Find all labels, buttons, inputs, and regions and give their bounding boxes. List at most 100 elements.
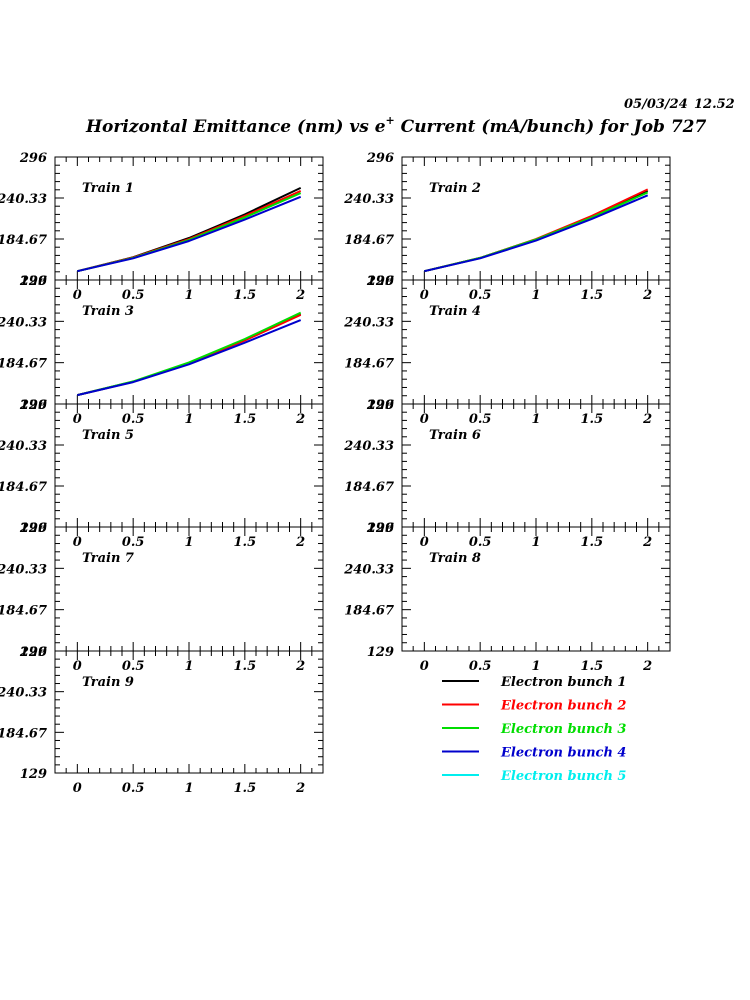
chart-title-superscript: + <box>386 114 395 127</box>
x-tick-label: 1.5 <box>581 412 604 427</box>
x-tick-label: 1 <box>184 288 193 303</box>
panel-label-train-1: Train 1 <box>82 181 134 196</box>
panel-frame <box>54 156 324 281</box>
y-tick-label: 184.67 <box>344 604 394 619</box>
y-tick-label: 240.33 <box>343 439 394 454</box>
y-tick-label: 184.67 <box>344 480 394 495</box>
x-tick-label: 1.5 <box>234 288 257 303</box>
panel-label-train-3: Train 3 <box>82 304 134 319</box>
x-tick-label: 1.5 <box>581 535 604 550</box>
panel-train-1: 129 184.67 240.33 296 0 0.5 1 1.5 2 Train 1 <box>0 151 324 303</box>
x-tick-label: 0 <box>73 659 82 674</box>
time-label: 12.52 <box>694 97 735 112</box>
x-tick-label: 1.5 <box>581 288 604 303</box>
y-tick-label: 129 <box>20 521 47 536</box>
x-tick-label: 2 <box>295 288 305 303</box>
panel-label-train-9: Train 9 <box>82 675 134 690</box>
series-line-train-2-electron-bunch-1 <box>424 189 649 273</box>
y-tick-label: 184.67 <box>0 233 47 248</box>
panel-train-4: 129 184.67 240.33 296 0 0.5 1 1.5 2 Train 4 <box>343 274 671 427</box>
legend-label-electron-bunch-4: Electron bunch 4 <box>500 746 626 761</box>
y-tick-label: 240.33 <box>0 686 47 701</box>
x-tick-label: 0.5 <box>122 288 145 303</box>
y-tick-label: 240.33 <box>343 315 394 330</box>
x-tick-label: 0.5 <box>122 535 145 550</box>
y-tick-label: 129 <box>367 645 394 660</box>
panel-train-3: 129 184.67 240.33 296 0 0.5 1 1.5 2 Train 3 <box>0 274 324 427</box>
legend-label-electron-bunch-3: Electron bunch 3 <box>500 722 626 737</box>
x-tick-label: 1.5 <box>581 659 604 674</box>
y-tick-label: 240.33 <box>0 439 47 454</box>
series-line-train-3-electron-bunch-1 <box>77 313 302 397</box>
x-tick-label: 1 <box>531 535 540 550</box>
series-line-train-2-electron-bunch-2 <box>424 188 649 273</box>
x-tick-label: 2 <box>295 659 305 674</box>
x-tick-label: 1.5 <box>234 781 257 796</box>
panels-group: 129 184.67 240.33 296 0 0.5 1 1.5 2 Train 1 129 184… <box>0 151 671 796</box>
y-tick-label: 184.67 <box>344 357 394 372</box>
x-tick-label: 0.5 <box>122 781 145 796</box>
y-tick-label: 129 <box>20 767 47 782</box>
x-tick-label: 0 <box>420 535 429 550</box>
x-tick-label: 1 <box>184 412 193 427</box>
x-tick-label: 1 <box>184 659 193 674</box>
x-tick-label: 2 <box>295 535 305 550</box>
legend-label-electron-bunch-2: Electron bunch 2 <box>500 699 626 714</box>
panel-train-7: 129 184.67 240.33 296 0 0.5 1 1.5 2 Train 7 <box>0 521 324 674</box>
x-tick-label: 0.5 <box>469 412 492 427</box>
chart-title-main: Horizontal Emittance (nm) vs e <box>85 117 386 137</box>
panel-train-5: 129 184.67 240.33 296 0 0.5 1 1.5 2 Train 5 <box>0 398 324 550</box>
y-tick-label: 129 <box>20 274 47 289</box>
y-tick-label: 296 <box>366 151 394 166</box>
x-tick-label: 0 <box>73 781 82 796</box>
panel-frame <box>401 156 671 281</box>
y-tick-label: 184.67 <box>0 357 47 372</box>
x-tick-label: 1.5 <box>234 412 257 427</box>
x-tick-label: 1 <box>184 535 193 550</box>
x-tick-label: 0.5 <box>469 288 492 303</box>
x-tick-label: 0 <box>420 659 429 674</box>
y-tick-label: 129 <box>367 398 394 413</box>
panel-label-train-2: Train 2 <box>429 181 481 196</box>
x-tick-label: 2 <box>295 412 305 427</box>
y-tick-label: 129 <box>367 274 394 289</box>
y-tick-label: 129 <box>20 398 47 413</box>
y-tick-label: 296 <box>366 521 394 536</box>
x-tick-label: 0.5 <box>122 659 145 674</box>
x-tick-label: 0 <box>73 535 82 550</box>
series-line-train-1-electron-bunch-4 <box>77 195 302 273</box>
x-tick-label: 0.5 <box>469 535 492 550</box>
x-tick-label: 0 <box>420 288 429 303</box>
x-tick-label: 1.5 <box>234 535 257 550</box>
y-tick-label: 184.67 <box>0 480 47 495</box>
series-line-train-3-electron-bunch-3 <box>77 311 302 397</box>
x-tick-label: 2 <box>642 412 652 427</box>
y-tick-label: 129 <box>367 521 394 536</box>
x-tick-label: 2 <box>642 288 652 303</box>
panel-train-9: 129 184.67 240.33 296 0 0.5 1 1.5 2 Train 9 <box>0 645 324 796</box>
x-tick-label: 0.5 <box>469 659 492 674</box>
series-line-train-2-electron-bunch-4 <box>424 194 649 273</box>
x-tick-label: 2 <box>642 535 652 550</box>
panel-label-train-4: Train 4 <box>429 304 481 319</box>
y-tick-label: 296 <box>19 274 47 289</box>
y-tick-label: 184.67 <box>0 604 47 619</box>
y-tick-label: 240.33 <box>0 562 47 577</box>
x-tick-label: 1 <box>184 781 193 796</box>
x-tick-label: 1 <box>531 659 540 674</box>
y-tick-label: 296 <box>19 151 47 166</box>
chart-title-rest: Current (mA/bunch) for Job 727 <box>395 117 707 137</box>
y-tick-label: 296 <box>19 398 47 413</box>
x-tick-label: 0 <box>73 412 82 427</box>
series-line-train-3-electron-bunch-2 <box>77 313 302 397</box>
x-tick-label: 1 <box>531 412 540 427</box>
legend: Electron bunch 1 Electron bunch 2 Electron… <box>442 675 626 784</box>
chart-title: Horizontal Emittance (nm) vs e+ Current … <box>85 114 706 137</box>
y-tick-label: 184.67 <box>0 726 47 741</box>
x-tick-label: 2 <box>295 781 305 796</box>
y-tick-label: 240.33 <box>343 192 394 207</box>
series-line-train-1-electron-bunch-1 <box>77 186 302 273</box>
y-tick-label: 296 <box>366 398 394 413</box>
legend-label-electron-bunch-5: Electron bunch 5 <box>500 769 626 784</box>
y-tick-label: 296 <box>19 521 47 536</box>
